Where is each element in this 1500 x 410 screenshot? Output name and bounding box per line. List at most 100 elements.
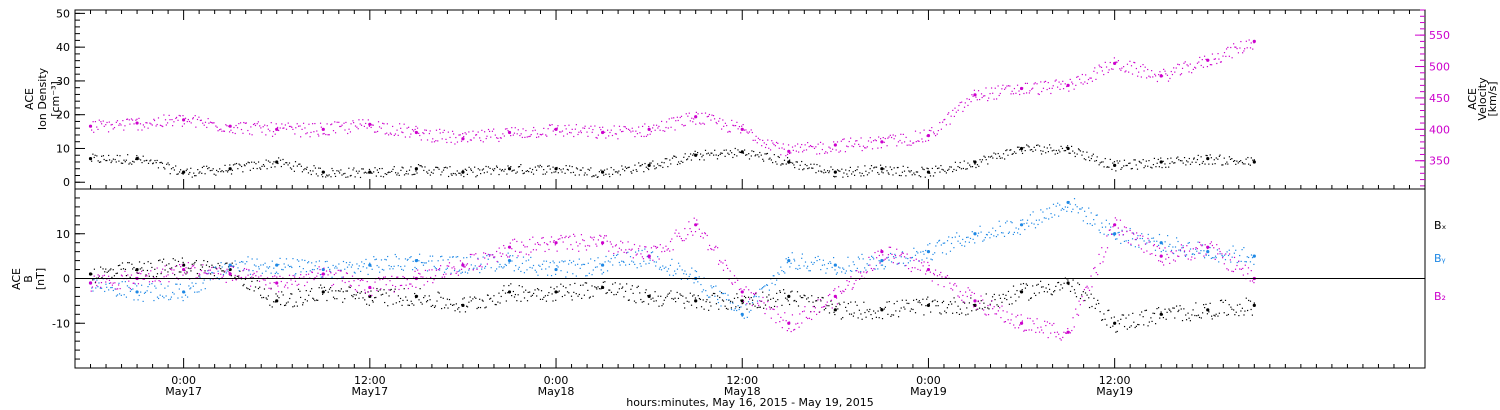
series-b2-sample <box>804 306 806 308</box>
series-density-sample <box>1214 163 1216 165</box>
series-density-sample <box>120 162 123 164</box>
data-point <box>275 281 279 285</box>
series-b2-sample <box>578 250 580 252</box>
series-density-sample <box>783 159 786 161</box>
series-velocity-sample <box>627 128 630 130</box>
data-point <box>600 263 605 267</box>
series-b2-sample <box>640 253 642 255</box>
series-b0-sample <box>1008 303 1010 305</box>
series-b1-sample <box>675 273 677 275</box>
series-density-sample <box>277 162 279 165</box>
series-velocity-sample <box>662 130 664 132</box>
series-b2-sample <box>269 282 271 284</box>
series-b1-sample <box>482 256 484 258</box>
series-velocity-sample <box>731 119 733 122</box>
series-b0-sample <box>624 290 627 292</box>
series-density-sample <box>472 171 474 173</box>
series-velocity-sample <box>190 122 192 124</box>
series-b0-sample <box>329 287 332 289</box>
series-b1-sample <box>517 268 520 270</box>
series-b0-sample <box>871 318 873 320</box>
series-b1-sample <box>930 258 932 260</box>
series-density-sample <box>189 171 191 174</box>
series-b0-sample <box>180 271 182 273</box>
series-velocity-sample <box>367 119 369 121</box>
series-velocity-sample <box>706 116 708 118</box>
series-b0-sample <box>345 290 347 292</box>
velocity-tick-label: 450 <box>1429 92 1450 105</box>
legend-bz: B₂ <box>1434 290 1446 303</box>
series-b1-sample <box>521 262 524 265</box>
series-b2-sample <box>1067 328 1069 330</box>
series-b1-sample <box>507 252 509 254</box>
series-b0-sample <box>413 304 415 306</box>
series-velocity-sample <box>729 131 731 133</box>
series-b0-sample <box>738 306 741 309</box>
series-density-sample <box>307 172 310 174</box>
series-b0-sample <box>389 289 391 291</box>
series-velocity-sample <box>973 89 976 91</box>
series-velocity-sample <box>810 145 813 148</box>
series-density-sample <box>1201 162 1203 164</box>
series-b1-sample <box>1152 237 1155 239</box>
series-b0-sample <box>1010 296 1012 298</box>
series-b2-sample <box>565 235 567 237</box>
series-density-sample <box>257 161 260 163</box>
series-density-sample <box>143 160 145 162</box>
series-b0-sample <box>777 299 779 301</box>
series-density-sample <box>393 166 395 168</box>
series-b1-sample <box>586 275 588 277</box>
series-density-sample <box>443 167 445 169</box>
series-b0-sample <box>91 273 93 275</box>
series-density-sample <box>1021 152 1024 155</box>
series-density-sample <box>1100 161 1103 163</box>
series-b0-sample <box>602 281 604 283</box>
series-b0-sample <box>958 313 961 315</box>
series-b0-sample <box>974 304 976 306</box>
series-b0-sample <box>368 304 370 306</box>
series-velocity-sample <box>1170 70 1172 73</box>
series-b0-sample <box>956 312 958 314</box>
series-b0-sample <box>1185 314 1187 316</box>
series-b0-sample <box>1005 294 1007 296</box>
series-b1-sample <box>224 263 226 265</box>
series-velocity-sample <box>512 134 514 136</box>
series-density-sample <box>299 163 301 165</box>
series-velocity-sample <box>118 124 120 126</box>
series-b0-sample <box>548 292 550 294</box>
series-density-sample <box>798 168 800 170</box>
series-b2-sample <box>623 251 625 253</box>
series-density-sample <box>1171 161 1173 163</box>
series-density-sample <box>851 173 853 175</box>
series-b2-sample <box>855 279 857 282</box>
series-b2-sample <box>172 272 174 274</box>
series-b2-sample <box>341 280 343 282</box>
series-b1-sample <box>717 301 720 304</box>
series-density-sample <box>1210 157 1212 159</box>
series-b1-sample <box>177 297 179 299</box>
series-b0-sample <box>815 300 817 302</box>
series-b2-sample <box>203 272 205 274</box>
series-b0-sample <box>803 294 805 296</box>
series-b2-sample <box>1216 244 1218 246</box>
series-density-sample <box>1155 166 1157 168</box>
series-b2-sample <box>606 240 608 242</box>
series-density-sample <box>391 170 393 173</box>
series-b0-sample <box>621 287 623 289</box>
series-density-sample <box>996 157 998 160</box>
series-b0-sample <box>1052 291 1055 293</box>
series-b2-sample <box>1206 247 1209 250</box>
series-velocity-sample <box>437 140 439 142</box>
series-b2-sample <box>1250 270 1252 272</box>
series-b0-sample <box>697 295 699 297</box>
series-b0-sample <box>618 288 620 290</box>
series-density-sample <box>152 162 154 164</box>
series-b0-sample <box>866 309 868 311</box>
series-b1-sample <box>894 253 896 256</box>
series-b0-sample <box>949 301 952 303</box>
series-b2-sample <box>146 275 148 277</box>
series-b0-sample <box>1116 330 1118 333</box>
series-velocity-sample <box>703 123 706 125</box>
series-b1-sample <box>674 270 676 272</box>
